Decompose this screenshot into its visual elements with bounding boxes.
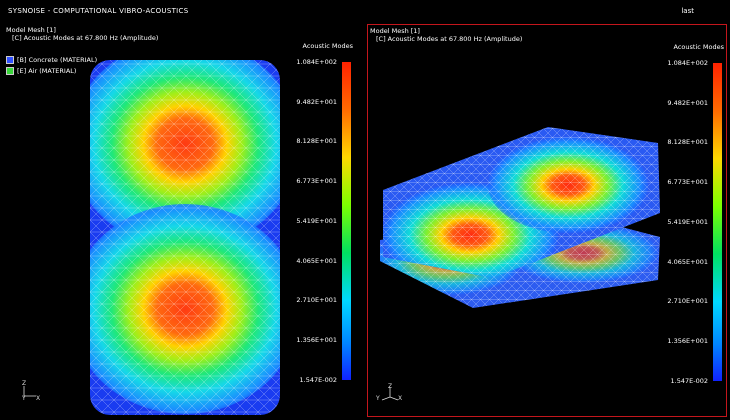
scale-tick: 6.773E+001 <box>296 177 337 185</box>
app-title: SYSNOISE - COMPUTATIONAL VIBRO-ACOUSTICS <box>8 7 188 15</box>
scale-tick: 1.547E-002 <box>671 377 708 385</box>
colorbar-right <box>713 63 722 381</box>
color-scale-title: Acoustic Modes <box>303 42 353 50</box>
scale-tick: 1.084E+002 <box>296 58 337 66</box>
axis-triad-icon <box>378 385 402 403</box>
right-viewport[interactable]: Model Mesh [1] [C] Acoustic Modes at 67.… <box>367 24 727 417</box>
scale-tick: 5.419E+001 <box>296 217 337 225</box>
color-scale-title: Acoustic Modes <box>674 43 724 51</box>
left-viewport[interactable]: Model Mesh [1] [C] Acoustic Modes at 67.… <box>0 22 363 420</box>
scale-tick: 6.773E+001 <box>667 178 708 186</box>
corner-label: last <box>681 7 694 15</box>
scale-tick: 2.710E+001 <box>296 296 337 304</box>
scale-tick: 2.710E+001 <box>667 297 708 305</box>
scale-tick: 4.065E+001 <box>296 257 337 265</box>
color-scale-right: Acoustic Modes 1.084E+002 9.482E+001 8.1… <box>654 43 724 403</box>
scale-tick: 4.065E+001 <box>667 258 708 266</box>
scale-tick: 5.419E+001 <box>667 218 708 226</box>
title-bar: SYSNOISE - COMPUTATIONAL VIBRO-ACOUSTICS… <box>0 0 730 20</box>
scale-tick: 9.482E+001 <box>296 98 337 106</box>
axis-triad-icon <box>20 384 40 400</box>
scale-tick: 8.128E+001 <box>296 137 337 145</box>
scale-tick: 1.084E+002 <box>667 59 708 67</box>
color-scale-left: Acoustic Modes 1.084E+002 9.482E+001 8.1… <box>283 42 353 402</box>
scale-tick: 1.547E-002 <box>300 376 337 384</box>
scale-tick: 1.356E+001 <box>667 337 708 345</box>
scale-tick: 1.356E+001 <box>296 336 337 344</box>
scale-tick: 8.128E+001 <box>667 138 708 146</box>
colorbar-left <box>342 62 351 380</box>
scale-tick: 9.482E+001 <box>667 99 708 107</box>
